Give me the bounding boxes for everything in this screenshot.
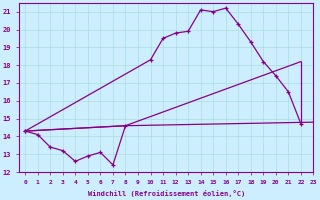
X-axis label: Windchill (Refroidissement éolien,°C): Windchill (Refroidissement éolien,°C) [88,190,245,197]
